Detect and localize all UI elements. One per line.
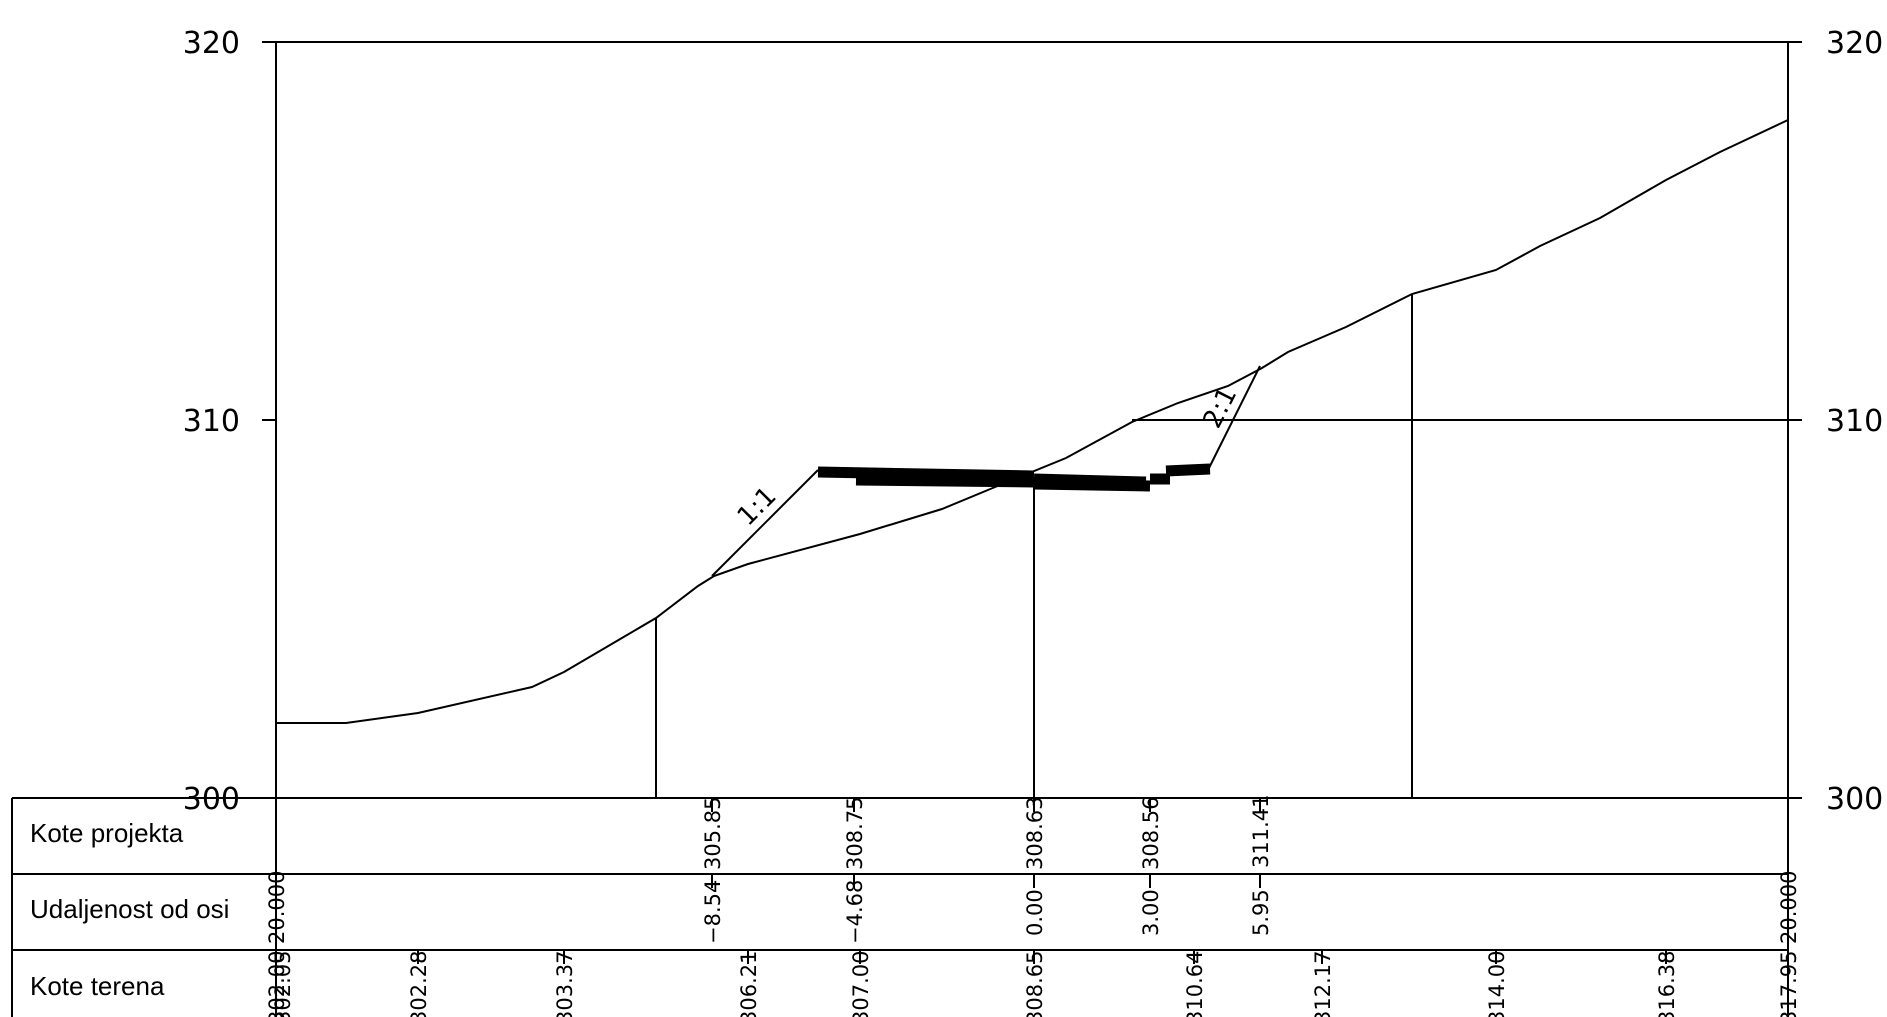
- kote-terena-value: 312.17: [1311, 951, 1335, 1017]
- slope-label-right: 2:1: [1198, 382, 1244, 433]
- left-slope-line: [711, 469, 819, 577]
- elevation-label-left-310: 310: [183, 404, 240, 439]
- elevation-label-left-300: 300: [183, 782, 240, 817]
- udaljenost-value: 20.000: [1777, 871, 1801, 944]
- kote-terena-value: 307.00: [849, 951, 873, 1017]
- row-label-kote-terena: Kote terena: [30, 971, 165, 1001]
- elevation-label-left-320: 320: [183, 26, 240, 61]
- kote-terena-value: 314.00: [1485, 951, 1509, 1017]
- udaljenost-value: 3.00: [1139, 889, 1163, 936]
- udaljenost-value: −4.68: [843, 880, 867, 944]
- terrain-profile-line: [276, 119, 1789, 724]
- kote-terena-value: 310.64: [1183, 951, 1207, 1017]
- udaljenost-value: 5.95: [1249, 889, 1273, 936]
- kote-terena-value: 308.65: [1023, 951, 1047, 1017]
- table-ticks: [275, 798, 1789, 964]
- udaljenost-value: 0.00: [1023, 889, 1047, 936]
- slope-label-left: 1:1: [732, 481, 783, 532]
- elevation-label-right-320: 320: [1826, 26, 1883, 61]
- kote-terena-value: 316.38: [1655, 951, 1679, 1017]
- pavement-structure: [817, 463, 1211, 492]
- kote-terena-value: 302.28: [407, 951, 431, 1017]
- udaljenost-value: 20.000: [265, 871, 289, 944]
- kote-projekta-value: 308.63: [1023, 797, 1047, 870]
- right-slope-line: [1207, 365, 1261, 471]
- kote-terena-value: 317.95: [1777, 951, 1801, 1017]
- udaljenost-value: −8.54: [701, 880, 725, 944]
- kote-projekta-value: 311.41: [1249, 795, 1273, 868]
- kote-projekta-value: 308.56: [1139, 797, 1163, 870]
- kote-terena-value: 303.37: [553, 951, 577, 1017]
- kote-terena-value: 302.00: [265, 951, 289, 1017]
- kote-terena-value: 302.05: [271, 951, 295, 1017]
- kote-projekta-value: 305.85: [701, 797, 725, 870]
- kote-terena-value: 306.21: [737, 951, 761, 1017]
- data-table-grid: [11, 797, 1788, 1017]
- row-label-kote-projekta: Kote projekta: [30, 818, 184, 848]
- elevation-label-right-310: 310: [1826, 404, 1883, 439]
- kote-projekta-value: 308.75: [843, 797, 867, 870]
- row-label-udaljenost-od-osi: Udaljenost od osi: [30, 894, 229, 924]
- elevation-label-right-300: 300: [1826, 782, 1883, 817]
